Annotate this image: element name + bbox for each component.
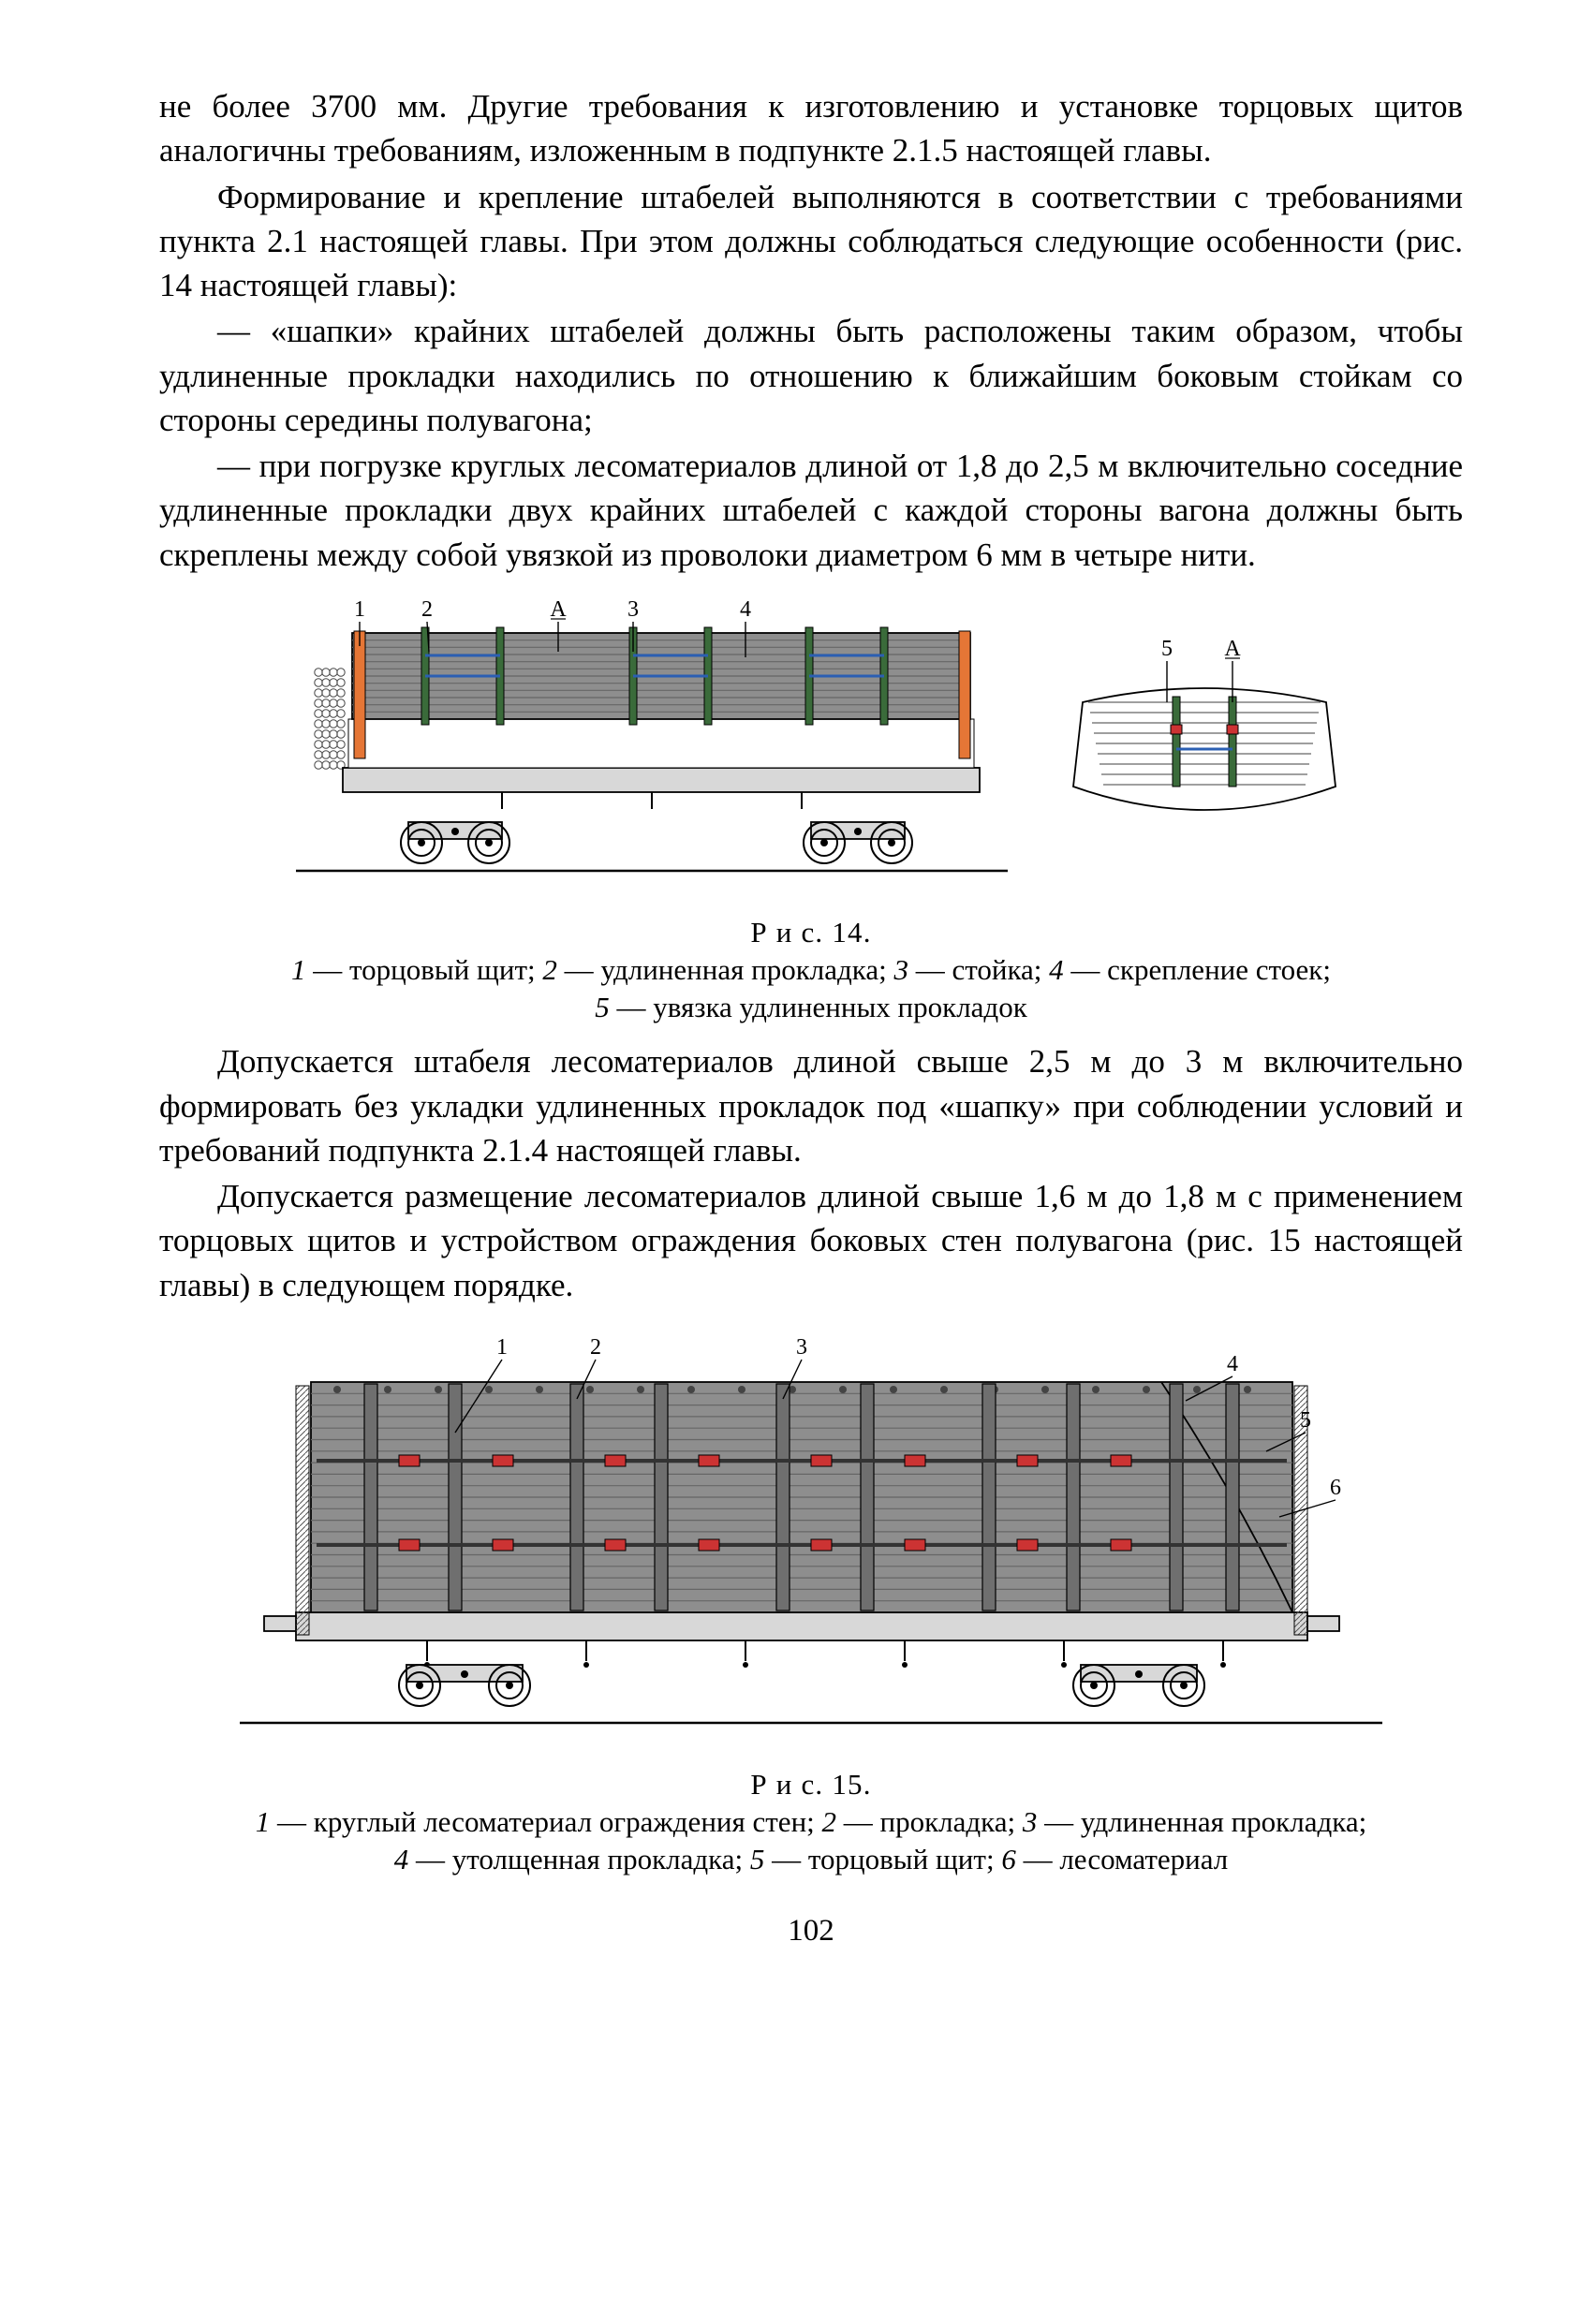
figure-15: 1 2 3 4 5 6 Р и с. 15. 1 — круглый лесоматери… — [159, 1330, 1463, 1879]
para-1: не более 3700 мм. Другие требования к из… — [159, 84, 1463, 173]
para-6: Допускается размещение лесоматериалов дл… — [159, 1174, 1463, 1307]
figure-15-caption: 1 — круглый лесоматериал ограждения стен… — [159, 1803, 1463, 1879]
para-4: — при погрузке круглых лесоматериалов дл… — [159, 444, 1463, 577]
svg-text:4: 4 — [1227, 1352, 1238, 1376]
figure-14-label: Р и с. 14. — [159, 916, 1463, 949]
svg-text:A: A — [1224, 637, 1241, 661]
figure-15-label: Р и с. 15. — [159, 1768, 1463, 1802]
figure-14-caption: 1 — торцовый щит; 2 — удлиненная проклад… — [159, 951, 1463, 1027]
page-number: 102 — [159, 1914, 1463, 1949]
svg-text:1: 1 — [354, 599, 365, 622]
svg-text:4: 4 — [740, 599, 751, 622]
figure-15-diagram: 1 2 3 4 5 6 — [221, 1330, 1401, 1760]
figure-14-diagram: 12A345A — [258, 599, 1364, 908]
svg-text:3: 3 — [796, 1335, 807, 1360]
svg-text:5: 5 — [1161, 637, 1173, 661]
para-3: — «шапки» крайних штабелей должны быть р… — [159, 309, 1463, 442]
para-5: Допускается штабеля лесоматериалов длино… — [159, 1039, 1463, 1172]
svg-text:6: 6 — [1330, 1476, 1341, 1500]
svg-text:3: 3 — [627, 599, 639, 622]
para-2: Формирование и крепление штабелей выполн… — [159, 175, 1463, 308]
svg-text:1: 1 — [496, 1335, 508, 1360]
svg-text:2: 2 — [421, 599, 433, 622]
svg-text:5: 5 — [1300, 1408, 1311, 1433]
svg-text:2: 2 — [590, 1335, 601, 1360]
figure-14: 12A345A Р и с. 14. 1 — торцовый щит; 2 —… — [159, 599, 1463, 1027]
